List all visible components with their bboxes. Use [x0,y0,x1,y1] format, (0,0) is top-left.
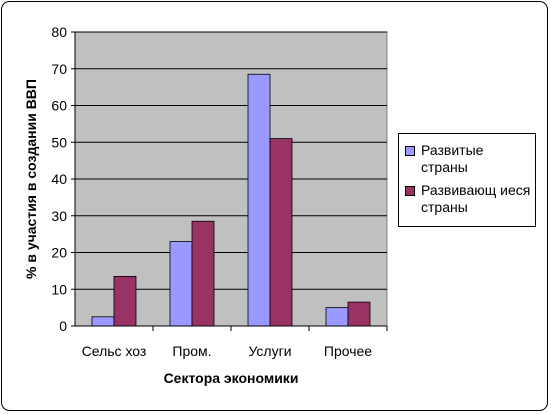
plot: 0 10 20 30 40 50 60 70 80 Сельс хоз Пром. Услуги Про… [51,24,388,359]
bar [247,73,271,327]
bar [113,275,137,327]
y-tick-label: 60 [51,98,67,114]
bar [169,241,193,327]
legend-item: Развитые страны [405,142,533,176]
bar [347,301,371,327]
y-tick-label: 40 [51,171,67,187]
y-tick-label: 70 [51,61,67,77]
x-tick-label: Прочее [324,343,372,359]
bar [325,307,349,327]
legend-swatch [405,146,415,156]
y-tick-label: 80 [51,24,67,40]
bar [191,220,215,327]
y-tick-label: 50 [51,134,67,150]
y-tick-label: 10 [51,281,67,297]
x-tick-label: Сельс хоз [82,343,147,359]
legend-swatch [405,186,415,196]
legend: Развитые страны Развивающ иеся страны [398,133,536,227]
bar [269,138,293,327]
legend-label: Развивающ иеся страны [421,182,531,215]
legend-label: Развитые страны [421,142,484,175]
x-axis-title: Сектора экономики [164,370,299,386]
y-tick-label: 20 [51,245,67,261]
x-tick-label: Услуги [248,343,291,359]
x-tick-label: Пром. [172,343,211,359]
y-axis-title: % в участия в создании ВВП [23,79,39,279]
bar [91,316,115,327]
legend-item: Развивающ иеся страны [405,182,533,216]
y-tick-label: 0 [59,318,67,334]
y-tick-label: 30 [51,208,67,224]
